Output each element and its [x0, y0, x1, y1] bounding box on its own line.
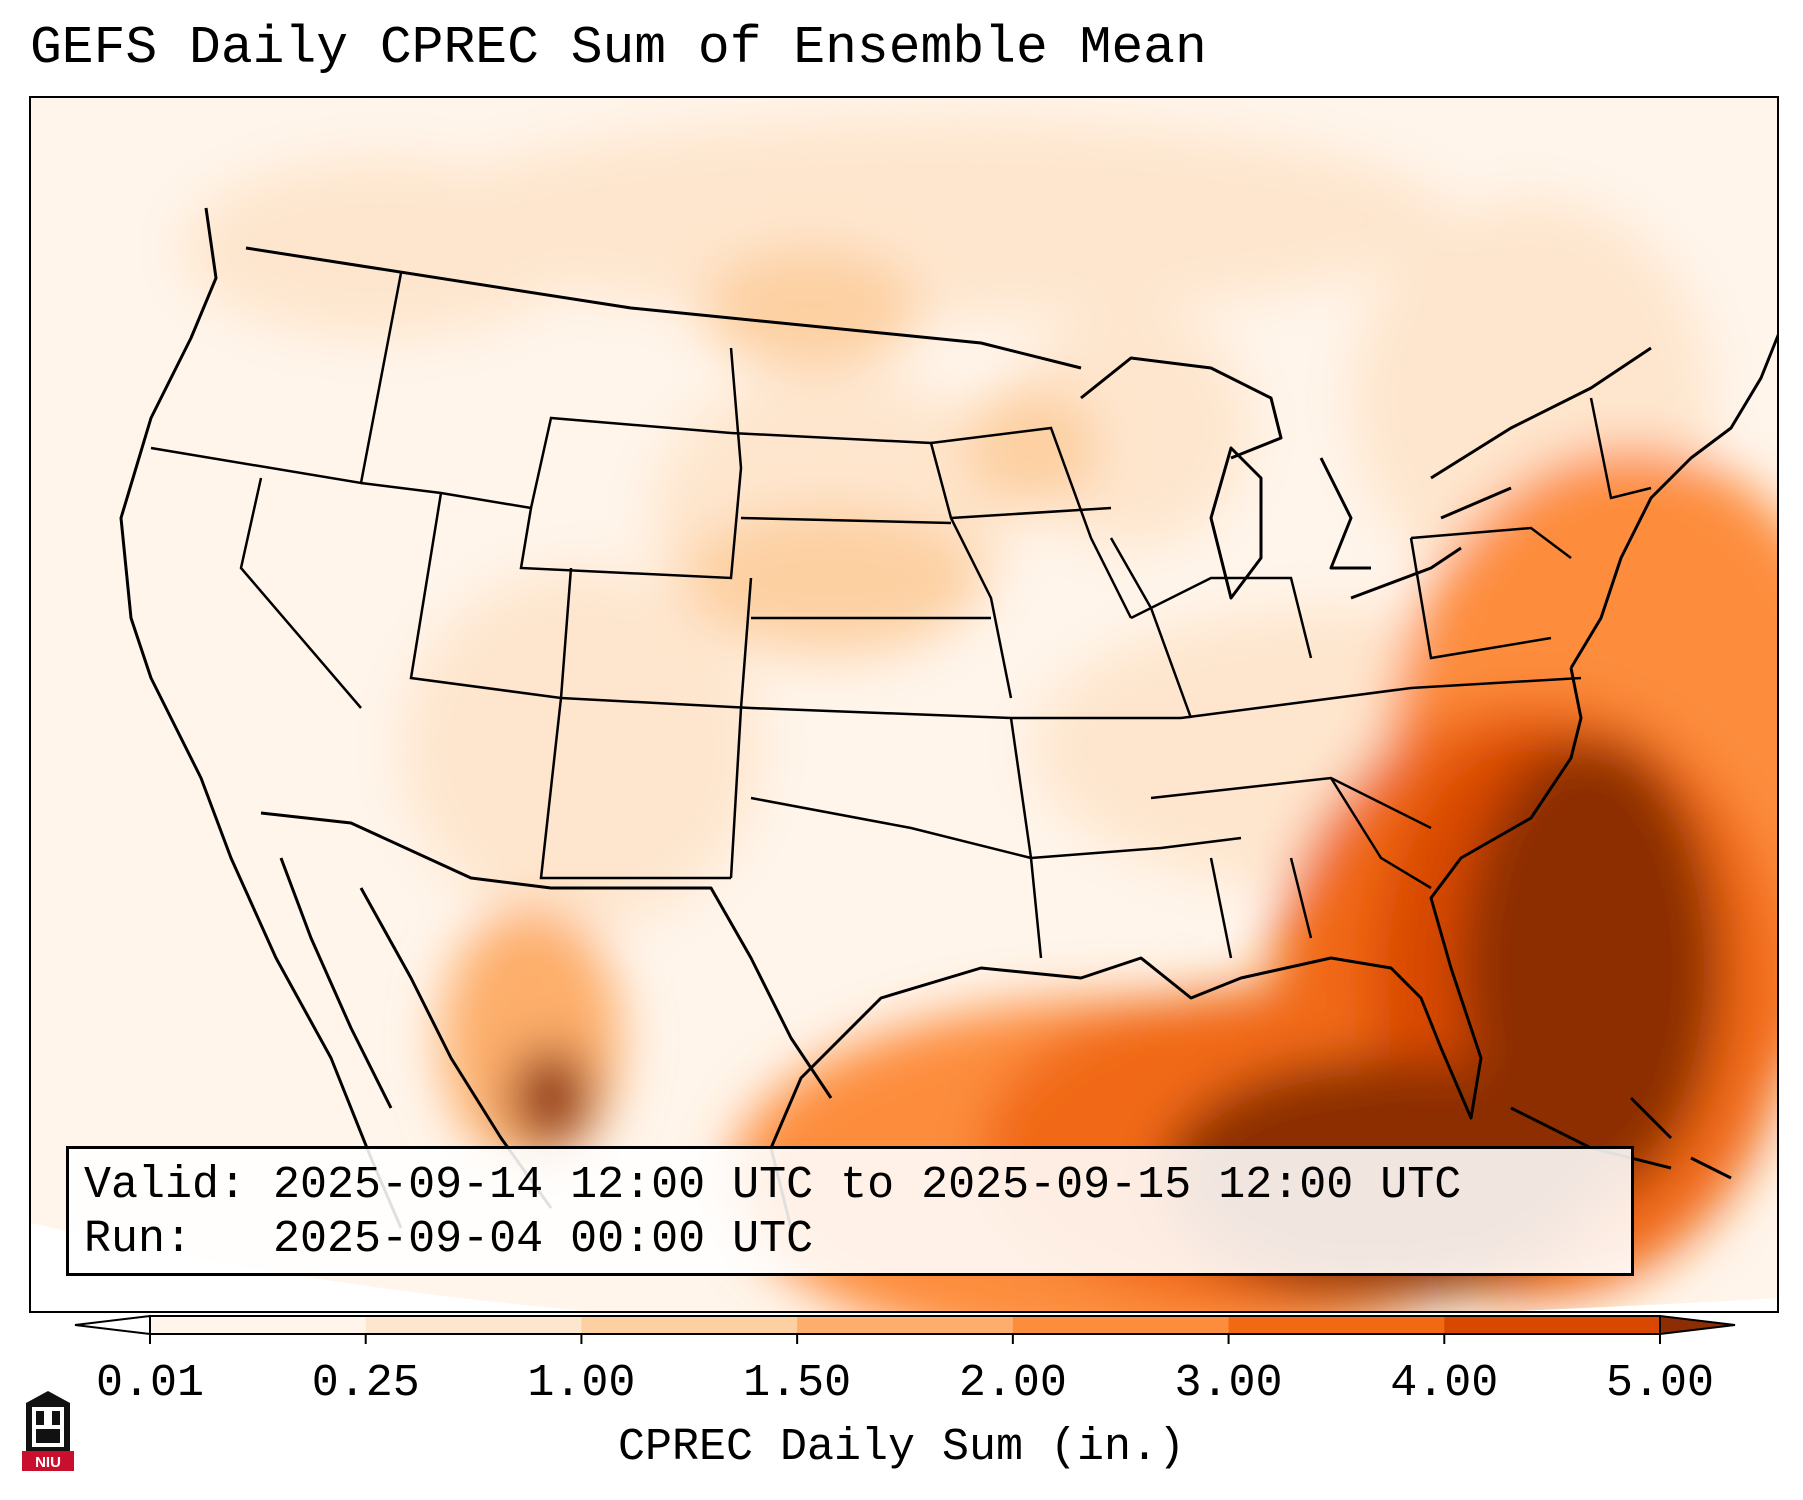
precipitation-map: [29, 96, 1779, 1313]
colorbar-segment: [797, 1316, 1014, 1334]
logo-window-right: [52, 1411, 60, 1425]
west-coastline: [119, 207, 403, 1229]
colorbar-tick-label: 1.50: [743, 1358, 852, 1409]
precip-zone-southwest: [401, 568, 761, 928]
colorbar-tick-label: 5.00: [1605, 1358, 1715, 1409]
colorbar-segment: [1012, 1316, 1230, 1334]
logo-window-left: [36, 1411, 44, 1425]
canada-border: [245, 246, 1082, 370]
state-border-22: [1289, 857, 1313, 939]
state-border-21: [1209, 857, 1233, 959]
precip-zone-northwest: [181, 158, 581, 338]
colorbar-segment: [365, 1316, 582, 1334]
state-border-18: [1180, 676, 1582, 720]
run-label: Run:: [84, 1214, 193, 1265]
state-border-14: [1030, 836, 1242, 860]
precip-zone-kansas: [681, 508, 981, 648]
gulf-atlantic-coastline: [769, 667, 1583, 1229]
colorbar-tick-label: 0.01: [95, 1358, 205, 1409]
info-box: Valid: 2025-09-14 12:00 UTC to 2025-09-1…: [66, 1146, 1634, 1276]
colorbar-tick-label: 3.00: [1174, 1358, 1283, 1409]
precip-zone-dakotas: [701, 248, 921, 368]
state-border-4: [519, 347, 743, 580]
state-border-24: [1410, 526, 1572, 559]
logo-text: NIU: [35, 1454, 61, 1471]
run-value: 2025-09-04 00:00 UTC: [273, 1214, 814, 1265]
precip-zone-north: [411, 118, 1451, 318]
colorbar-ticks: [149, 1334, 1661, 1344]
canada-border-east: [1430, 346, 1652, 480]
state-border-15: [930, 426, 1133, 619]
state-border-16: [950, 506, 1112, 520]
colorbar-segment: [581, 1316, 798, 1334]
colorbar-tick-label: 0.25: [311, 1358, 420, 1409]
hispaniola-coastline: [1690, 1156, 1732, 1180]
precip-zone-minnesota: [961, 388, 1101, 508]
colorbar-tick-label: 2.00: [958, 1358, 1067, 1409]
state-borders: [150, 272, 1652, 959]
colorbar-under-arrow: [74, 1314, 151, 1336]
colorbar-segments: [74, 1314, 1736, 1336]
colorbar: [74, 1314, 1736, 1344]
state-border-6: [539, 567, 731, 880]
precip-field: [31, 98, 1777, 1311]
lake-erie: [1350, 546, 1462, 600]
state-border-5: [409, 492, 752, 710]
precip-zone-max-mexico: [511, 1048, 591, 1148]
baja-coastline: [279, 857, 393, 1109]
colorbar-tick-label: 1.00: [527, 1358, 636, 1409]
state-border-26: [1589, 397, 1652, 500]
colorbar-title: CPREC Daily Sum (in.): [617, 1422, 1186, 1473]
colorbar-segment: [1444, 1316, 1661, 1334]
bahamas-coastline: [1629, 1096, 1673, 1140]
colorbar-border: [149, 1315, 1661, 1335]
state-border-9: [740, 516, 952, 525]
colorbar-segment: [150, 1316, 367, 1334]
valid-label: Valid:: [84, 1160, 247, 1211]
colorbar-segment: [1228, 1316, 1445, 1334]
valid-line: Valid: 2025-09-14 12:00 UTC to 2025-09-1…: [84, 1159, 1631, 1213]
map-canvas: [31, 98, 1777, 1311]
lake-superior: [1080, 356, 1283, 460]
state-border-12: [750, 796, 1032, 860]
valid-value: 2025-09-14 12:00 UTC to 2025-09-15 12:00…: [273, 1160, 1462, 1211]
mexico-border: [260, 811, 833, 1099]
state-border-7: [729, 577, 753, 879]
state-border-19: [1130, 576, 1313, 659]
run-line: Run: 2025-09-04 00:00 UTC: [84, 1213, 1631, 1267]
state-border-23: [1329, 777, 1432, 890]
state-border-25: [1409, 537, 1552, 660]
map-title: GEFS Daily CPREC Sum of Ensemble Mean: [30, 18, 1207, 78]
lake-huron: [1319, 457, 1371, 570]
logo-banner: [22, 1451, 74, 1471]
colorbar-over-arrow: [1659, 1314, 1736, 1336]
colorbar-tick-label: 4.00: [1390, 1358, 1499, 1409]
niu-logo: NIU: [22, 1391, 74, 1471]
precip-zone-max-atlantic: [1461, 738, 1721, 1198]
logo-door: [36, 1429, 60, 1443]
state-border-2: [239, 477, 362, 709]
east-coastline: [1569, 333, 1777, 669]
lake-ontario: [1440, 486, 1512, 520]
